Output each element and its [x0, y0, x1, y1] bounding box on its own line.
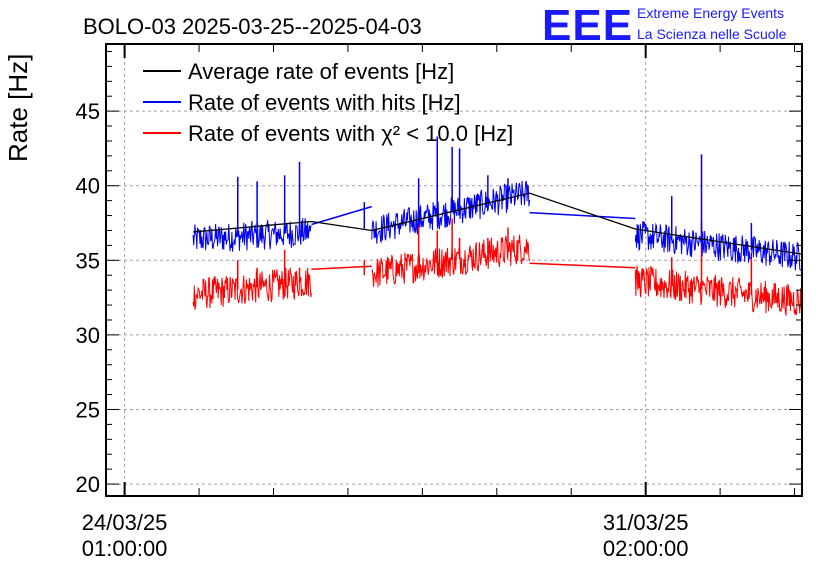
legend-label-average: Average rate of events [Hz]: [188, 59, 454, 84]
hits-segment-2: [634, 221, 802, 271]
grid-lines: [106, 44, 802, 496]
chi2-segment-0: [192, 267, 312, 310]
x-tick-label-date: 24/03/25: [82, 510, 168, 535]
y-tick-label: 30: [76, 323, 100, 348]
chart-title: BOLO-03 2025-03-25--2025-04-03: [83, 14, 422, 39]
plot-area: [192, 136, 802, 316]
y-tick-label: 40: [76, 174, 100, 199]
hits-gap-bridge: [311, 205, 372, 226]
y-tick-label: 45: [76, 99, 100, 124]
series-chi2: [192, 218, 802, 316]
y-axis: 20 25 30 35 40 45: [76, 50, 802, 497]
chi2-gap-bridge: [311, 265, 372, 271]
average-trend-line: [193, 192, 802, 255]
logo-line-2: La Scienza nelle Scuole: [637, 26, 787, 42]
hits-gap-bridge: [529, 211, 636, 220]
y-tick-label: 20: [76, 472, 100, 497]
chi2-gap-bridge: [529, 262, 636, 269]
eee-logo: EEE Extreme Energy Events La Scienza nel…: [542, 1, 787, 50]
y-axis-title: Rate [Hz]: [3, 54, 33, 162]
x-tick-label-time: 01:00:00: [82, 536, 168, 561]
hits-segment-1: [371, 180, 531, 244]
x-tick-label-time: 02:00:00: [603, 536, 689, 561]
legend-label-chi2: Rate of events with χ² < 10.0 [Hz]: [188, 121, 513, 146]
plot-frame: [105, 43, 803, 497]
logo-mark: EEE: [542, 1, 633, 50]
chi2-segment-1: [371, 234, 531, 288]
hits-segment-0: [192, 218, 312, 252]
legend: Average rate of events [Hz] Rate of even…: [143, 59, 513, 146]
logo-line-1: Extreme Energy Events: [637, 5, 784, 21]
x-tick-label-date: 31/03/25: [603, 510, 689, 535]
legend-label-hits: Rate of events with hits [Hz]: [188, 90, 461, 115]
chi2-segment-2: [634, 265, 802, 316]
y-tick-label: 35: [76, 248, 100, 273]
y-tick-label: 25: [76, 397, 100, 422]
series-average: [193, 192, 802, 255]
